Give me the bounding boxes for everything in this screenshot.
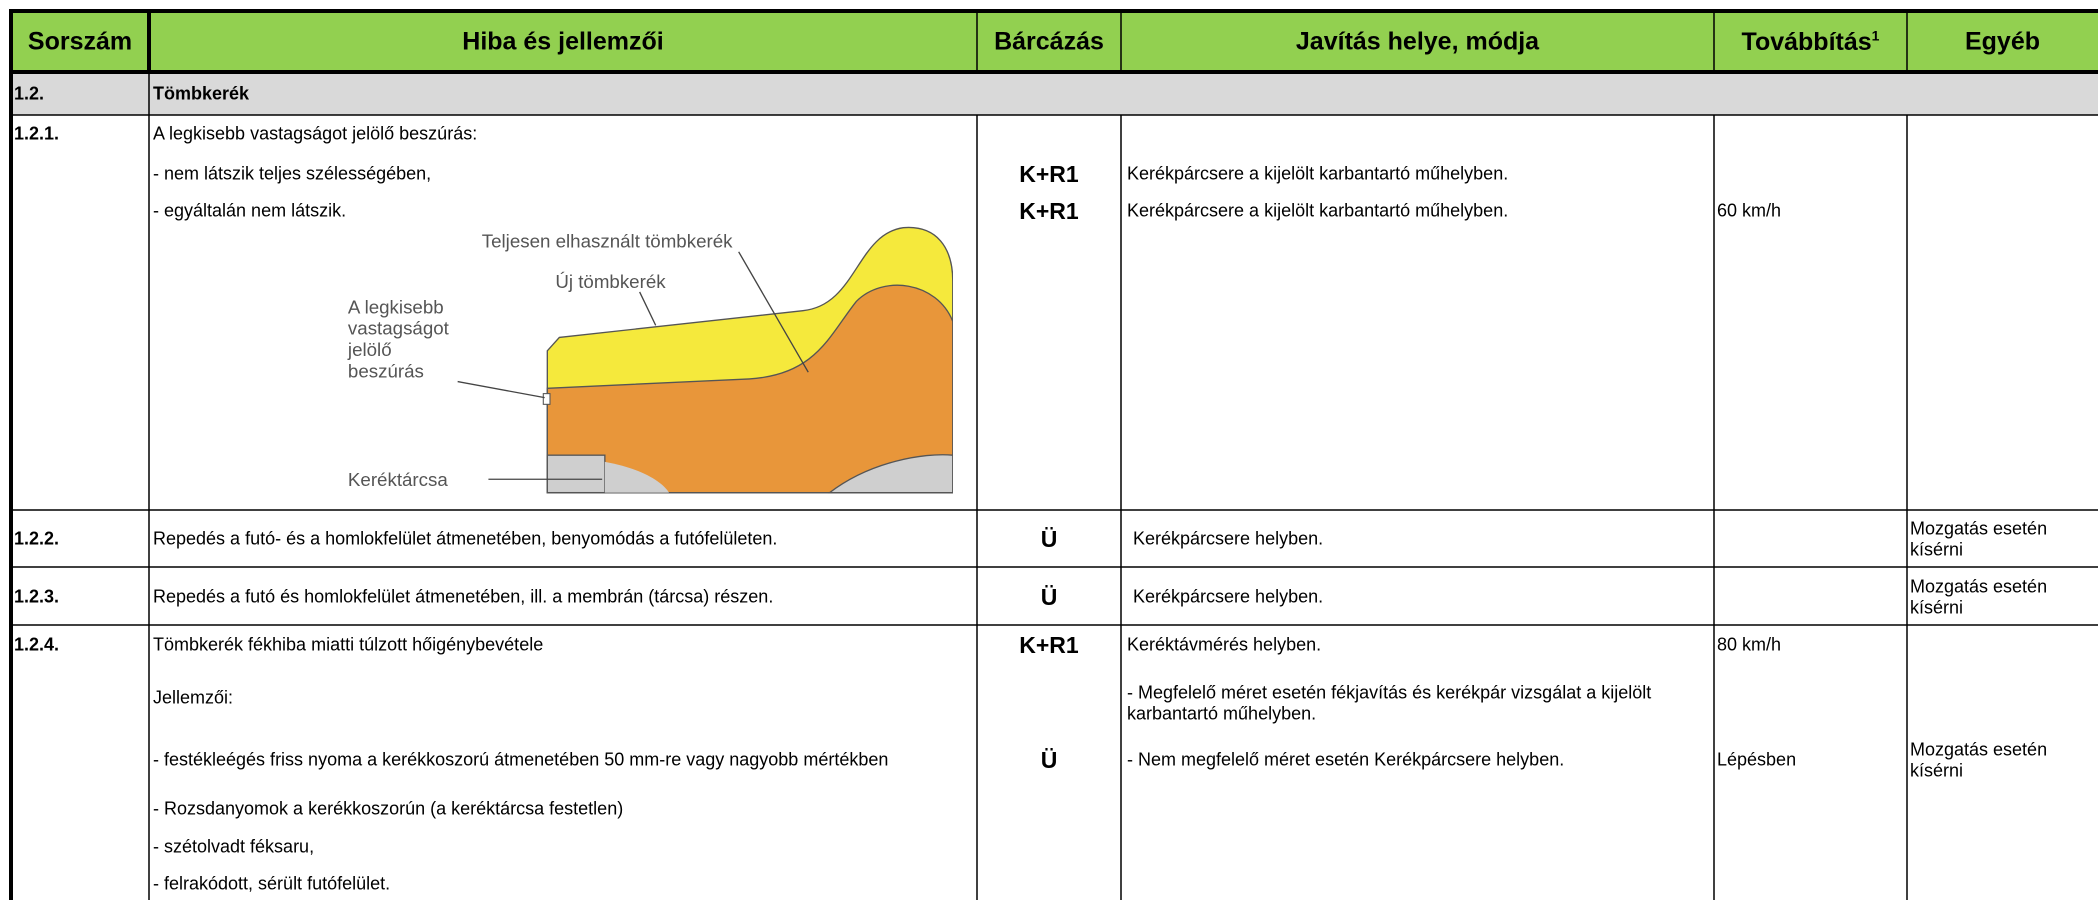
tagging: K+R1 [1019, 160, 1079, 187]
description: - szétolvadt féksaru, [153, 836, 315, 857]
other: Mozgatás esetén kísérni [1910, 518, 2048, 559]
grid-lines [11, 11, 2098, 900]
disc-part [546, 454, 606, 494]
row-number: 1.2.3. [14, 586, 60, 607]
section-background [11, 72, 2098, 115]
tagging: K+R1 [1019, 197, 1079, 224]
description: - festékleégés friss nyoma a kerékkoszor… [153, 749, 889, 770]
row-number: 1.2.4. [14, 634, 60, 655]
header-background [11, 11, 2098, 72]
column-header: Továbbítás1 [1714, 27, 1907, 56]
diagram-label: Új tömbkerék [555, 271, 666, 292]
forwarding: 80 km/h [1717, 634, 1782, 655]
column-header: Bárcázás [994, 27, 1104, 56]
forwarding: Lépésben [1717, 749, 1797, 770]
leader-line [639, 291, 657, 326]
column-header-text: Továbbítás [1741, 27, 1872, 56]
repair: - Nem megfelelő méret esetén Kerékpárcse… [1127, 749, 1565, 770]
column-header: Javítás helye, módja [1295, 27, 1540, 56]
section-number: 1.2. [14, 83, 45, 104]
column-header: Egyéb [1964, 27, 2041, 56]
diagram-label: beszúrás [348, 361, 424, 382]
description: - felrakódott, sérült futófelület. [153, 873, 391, 894]
diagram-label: Teljesen elhasznált tömbkerék [482, 231, 733, 252]
diagram-label: vastagságot [348, 318, 450, 339]
description: - nem látszik teljes szélességében, [153, 163, 432, 184]
column-header: Hiba és jellemzői [462, 27, 664, 56]
leader-lines [457, 251, 809, 480]
other: Mozgatás esetén kísérni [1910, 576, 2048, 617]
description: Tömbkerék fékhiba miatti túlzott hőigény… [153, 634, 544, 655]
repair: Kerékpárcsere a kijelölt karbantartó műh… [1127, 163, 1509, 184]
leader-line [457, 380, 545, 399]
diagram-label: Keréktárcsa [348, 469, 448, 490]
repair: Kerékpárcsere helyben. [1133, 586, 1324, 607]
section-title: Tömbkerék [153, 83, 250, 104]
description: Jellemzői: [153, 687, 234, 708]
leader-line [738, 251, 809, 373]
tagging: K+R1 [1019, 631, 1079, 658]
diagram-labels: Teljesen elhasznált tömbkerék Új tömbker… [347, 231, 733, 490]
repair: Keréktávmérés helyben. [1127, 634, 1322, 655]
groove-mark [542, 393, 551, 405]
disc-part [604, 461, 670, 493]
row-number: 1.2.1. [14, 123, 60, 144]
repair: - Megfelelő méret esetén fékjavítás és k… [1127, 682, 1652, 723]
description: - egyáltalán nem látszik. [153, 200, 347, 221]
column-header: Sorszám [27, 27, 133, 56]
footnote-mark: 1 [1871, 27, 1880, 44]
thick-borders [9, 9, 2098, 900]
description: A legkisebb vastagságot jelölő beszúrás: [153, 123, 478, 144]
description: Repedés a futó- és a homlokfelület átmen… [153, 528, 778, 549]
other: Mozgatás esetén kísérni [1910, 739, 2048, 780]
wheel-diagram: Teljesen elhasznált tömbkerék Új tömbker… [347, 226, 953, 494]
tagging: Ü [1040, 746, 1058, 773]
tagging: Ü [1040, 583, 1058, 610]
tagging: Ü [1040, 525, 1058, 552]
disc-part [827, 454, 953, 494]
description: - Rozsdanyomok a kerékkoszorún (a kerékt… [153, 798, 624, 819]
repair: Kerékpárcsere helyben. [1133, 528, 1324, 549]
description: Repedés a futó és homlokfelület átmeneté… [153, 586, 774, 607]
worn-wheel-profile [546, 284, 953, 494]
diagram-label: jelölő [347, 339, 392, 360]
repair: Kerékpárcsere a kijelölt karbantartó műh… [1127, 200, 1509, 221]
forwarding: 60 km/h [1717, 200, 1782, 221]
row-number: 1.2.2. [14, 528, 60, 549]
diagram-label: A legkisebb [348, 296, 444, 317]
